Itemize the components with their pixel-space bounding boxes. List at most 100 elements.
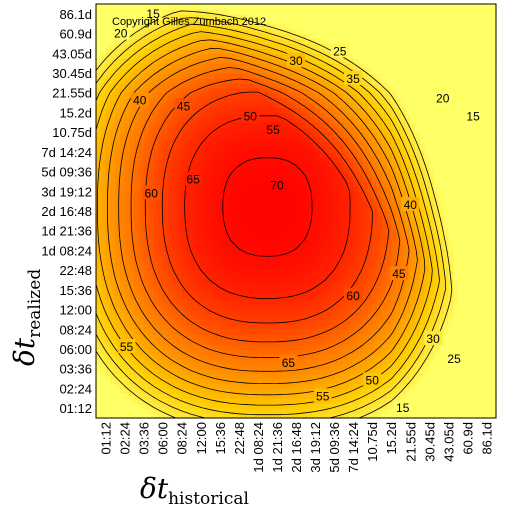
heat-cell [176, 225, 183, 232]
heat-cell [196, 329, 202, 335]
heat-cell [119, 107, 126, 114]
heat-cell [338, 265, 345, 271]
heat-cell [215, 319, 221, 325]
heat-cell [191, 344, 197, 350]
heat-cell [343, 8, 349, 15]
heat-cell [157, 324, 164, 330]
heat-cell [162, 324, 169, 330]
heat-cell [248, 349, 254, 355]
heat-cell [291, 235, 297, 242]
heat-cell [196, 225, 202, 232]
heat-cell [105, 156, 111, 163]
heat-cell [262, 309, 269, 316]
heat-cell [224, 68, 230, 74]
heat-cell [362, 53, 369, 59]
heat-cell [96, 176, 102, 183]
heat-cell [153, 211, 159, 217]
heat-cell [210, 4, 216, 10]
heat-cell [210, 122, 216, 128]
heat-cell [215, 265, 221, 271]
heat-cell [257, 413, 264, 419]
heat-cell [281, 13, 288, 20]
heat-cell [248, 413, 254, 419]
heat-cell [200, 211, 207, 217]
heat-cell [124, 309, 130, 316]
heat-cell [196, 102, 202, 109]
heat-cell [162, 363, 169, 370]
heat-cell [343, 408, 349, 414]
heat-cell [172, 230, 178, 237]
heat-cell [110, 201, 116, 207]
heat-cell [319, 225, 326, 232]
heat-cell [276, 255, 283, 261]
heat-cell [119, 230, 126, 237]
heat-cell [119, 171, 126, 178]
heat-cell [348, 142, 354, 148]
heat-cell [210, 294, 216, 301]
heat-cell [262, 255, 269, 261]
heat-cell [362, 324, 369, 330]
heat-cell [305, 23, 311, 30]
heat-cell [291, 92, 297, 99]
heat-cell [186, 18, 192, 25]
heat-cell [157, 358, 164, 365]
heat-cell [229, 314, 235, 321]
heat-cell [319, 260, 326, 266]
heat-cell [210, 211, 216, 217]
heat-cell [310, 48, 316, 54]
heat-cell [96, 383, 102, 390]
heat-cell [357, 270, 364, 276]
heat-cell [100, 339, 107, 345]
heat-cell [129, 122, 135, 128]
heat-cell [200, 132, 207, 138]
heat-cell [157, 353, 164, 360]
heat-cell [105, 137, 111, 143]
heat-cell [215, 201, 221, 207]
heat-cell [115, 230, 121, 237]
heat-cell [281, 92, 288, 99]
heat-cell [238, 166, 245, 173]
heat-cell [286, 18, 292, 25]
heat-cell [115, 206, 121, 212]
heat-cell [119, 398, 126, 404]
heat-cell [229, 58, 235, 64]
heat-cell [100, 265, 107, 271]
heat-cell [262, 142, 269, 148]
heat-cell [176, 73, 183, 79]
heat-cell [305, 363, 311, 370]
heat-cell [210, 43, 216, 49]
heat-cell [100, 97, 107, 104]
heat-cell [300, 275, 307, 281]
heat-cell [253, 284, 259, 291]
heat-cell [372, 28, 378, 35]
heat-cell [229, 358, 235, 365]
heat-cell [357, 334, 364, 340]
heat-cell [110, 408, 116, 414]
heat-cell [119, 166, 126, 173]
heat-cell [234, 211, 240, 217]
heat-cell [257, 28, 264, 35]
heat-cell [357, 117, 364, 123]
heat-cell [200, 353, 207, 360]
heat-cell [119, 58, 126, 64]
heat-cell [291, 314, 297, 321]
heat-cell [148, 28, 154, 35]
heat-cell [215, 166, 221, 173]
heat-cell [157, 334, 164, 340]
heat-cell [157, 68, 164, 74]
heat-cell [205, 408, 211, 414]
heat-cell [186, 373, 192, 380]
heat-cell [96, 260, 102, 266]
heat-cell [276, 388, 283, 394]
heat-cell [338, 260, 345, 266]
heat-cell [134, 77, 140, 84]
heat-cell [305, 117, 311, 123]
heat-cell [134, 408, 140, 414]
heat-cell [238, 275, 245, 281]
heat-cell [248, 225, 254, 232]
heat-cell [200, 339, 207, 345]
heat-cell [186, 68, 192, 74]
heat-cell [367, 146, 373, 153]
heat-cell [238, 270, 245, 276]
heat-cell [129, 13, 135, 20]
